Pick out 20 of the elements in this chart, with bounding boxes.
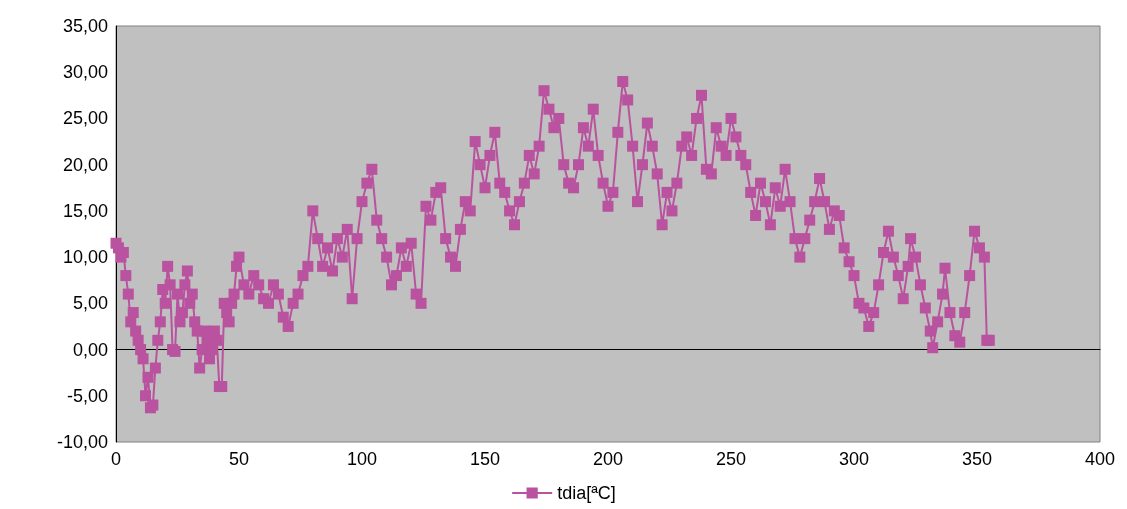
y-tick-label: 0,00 (72, 339, 108, 360)
x-tick-label: 0 (110, 449, 122, 469)
y-tick-label: 20,00 (62, 154, 108, 175)
x-tick-label: 400 (1084, 449, 1116, 469)
y-tick-label: -10,00 (56, 432, 108, 452)
y-tick-label: 15,00 (62, 200, 108, 221)
x-tick-label: 250 (715, 449, 747, 469)
y-tick-label: -5,00 (66, 385, 108, 406)
y-tick-label: 35,00 (62, 16, 108, 36)
y-tick-label: 10,00 (62, 247, 108, 268)
x-tick-label: 200 (592, 449, 624, 469)
x-tick-label: 50 (228, 449, 250, 469)
x-tick-label: 100 (346, 449, 378, 469)
y-tick-label: 25,00 (62, 108, 108, 129)
x-tick-label: 300 (838, 449, 870, 469)
x-tick-label: 150 (469, 449, 501, 469)
y-tick-label: 5,00 (72, 293, 108, 314)
legend-label: tdia[ªC] (557, 483, 616, 503)
y-tick-label: 30,00 (62, 62, 108, 83)
x-tick-label: 350 (961, 449, 993, 469)
